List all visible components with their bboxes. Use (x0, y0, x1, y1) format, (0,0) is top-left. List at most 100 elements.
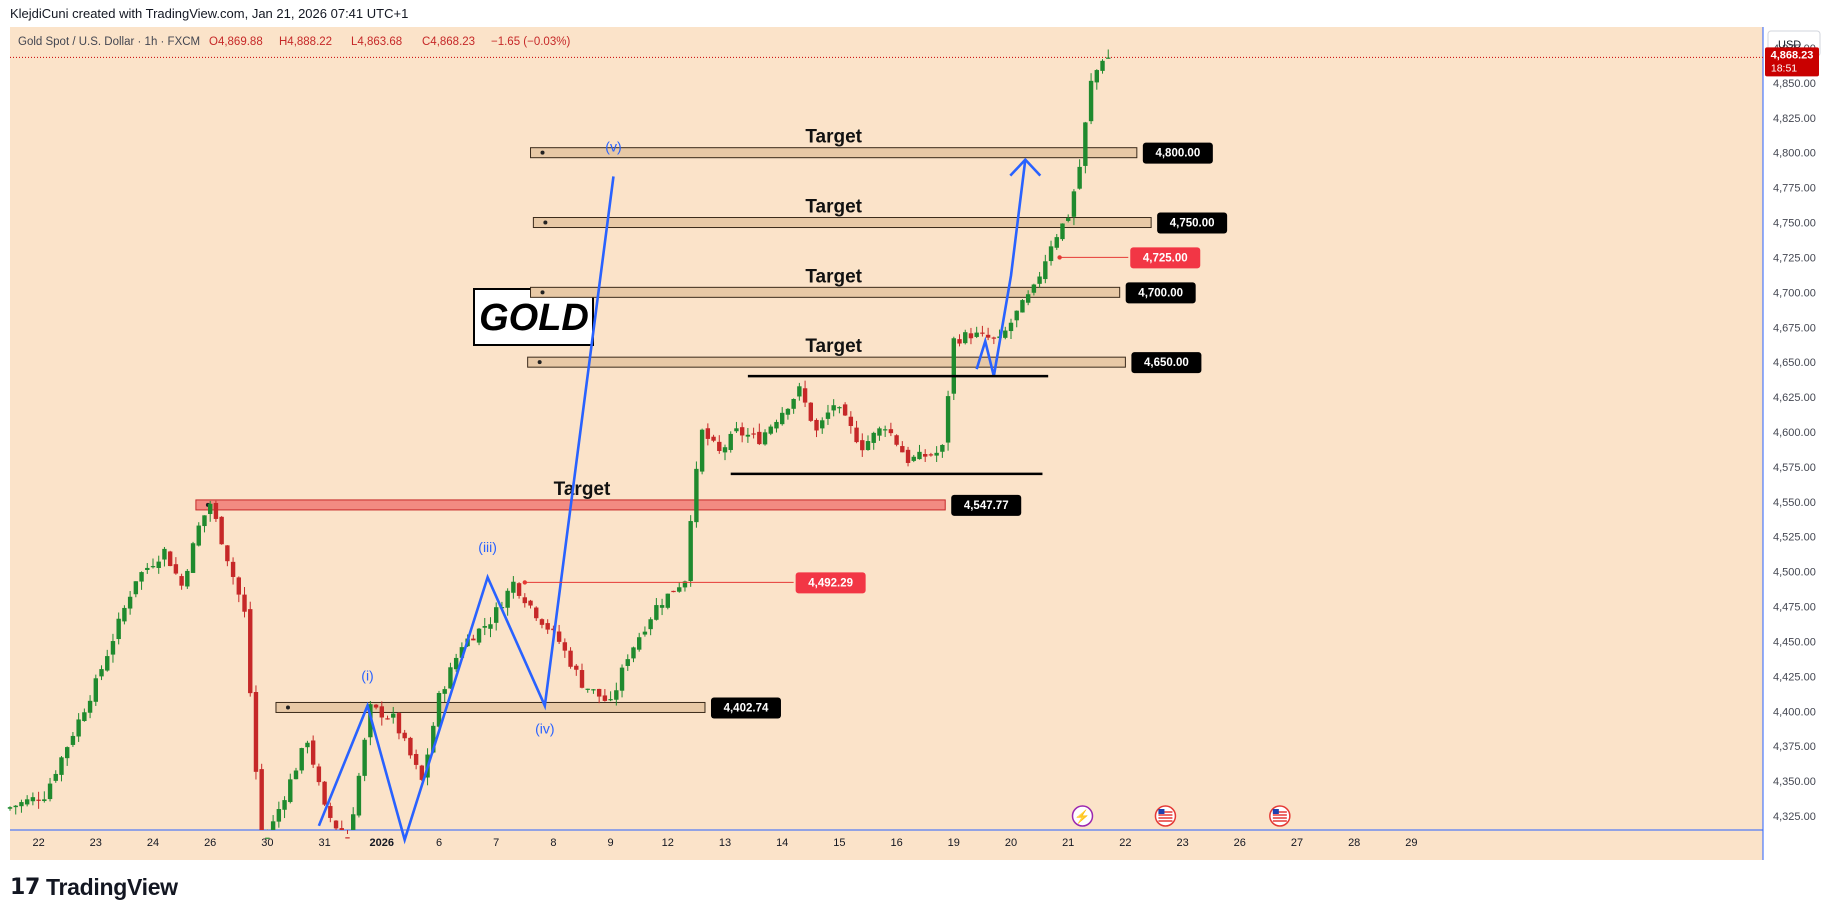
price-tick: 4,575.00 (1773, 462, 1816, 474)
candle-body (65, 747, 70, 759)
candle-body (1003, 330, 1008, 338)
legend-high: H4,888.22 (279, 36, 332, 48)
price-tick: 4,325.00 (1773, 811, 1816, 823)
candle-body (528, 600, 533, 606)
candle-body (436, 692, 442, 727)
candle-body (59, 757, 64, 775)
candle-body (87, 700, 93, 713)
price-tick: 4,700.00 (1773, 287, 1816, 299)
time-tick: 8 (550, 837, 556, 849)
candle-body (888, 429, 894, 434)
candle-body (808, 402, 813, 421)
candle-body (923, 454, 928, 457)
candle-body (762, 432, 768, 445)
candle-body (379, 706, 384, 718)
time-tick: 16 (890, 837, 902, 849)
price-tick: 4,825.00 (1773, 113, 1816, 125)
time-tick: 23 (1176, 837, 1188, 849)
candle-body (642, 631, 648, 635)
candle-body (579, 670, 585, 688)
candle-body (516, 583, 522, 596)
plot-area (10, 27, 1763, 860)
price-tick: 4,425.00 (1773, 671, 1816, 683)
candle-body (682, 581, 688, 588)
candle-body (225, 545, 230, 562)
candle-body (110, 641, 116, 655)
candle-body (36, 799, 41, 801)
candle-body (150, 566, 156, 568)
candle-body (957, 339, 962, 344)
candle-body (774, 421, 779, 429)
zone-price-tag-text: 4,750.00 (1170, 218, 1215, 230)
time-tick: 29 (1405, 837, 1417, 849)
legend-symbol: Gold Spot / U.S. Dollar · 1h · FXCM (18, 36, 200, 48)
wave-label: (iv) (535, 721, 554, 737)
gold-title-text: GOLD (479, 297, 589, 339)
time-tick: 27 (1291, 837, 1303, 849)
zone-price-tag-text: 4,800.00 (1155, 148, 1200, 160)
candle-body (551, 628, 556, 631)
candle-body (76, 719, 81, 737)
level-price-tag-text: 4,725.00 (1143, 252, 1188, 264)
candle-body (1094, 70, 1099, 83)
zone-price-tag-box (1157, 212, 1228, 234)
time-tick: 26 (1234, 837, 1246, 849)
candle-body (574, 665, 579, 670)
candle-body (585, 688, 590, 690)
candle-body (459, 647, 465, 658)
candle-body (665, 593, 670, 608)
last-price-value: 4,868.23 (1771, 49, 1814, 61)
candle-body (734, 428, 739, 432)
tradingview-mark-icon: 17 (10, 875, 41, 900)
candle-body (505, 590, 510, 608)
candle-body (253, 692, 259, 772)
candle-body (625, 659, 630, 666)
candle-body (905, 449, 911, 463)
candle-body (688, 521, 693, 582)
zone-label-target: Target (805, 336, 862, 357)
candle-body (373, 704, 379, 708)
tradingview-logo[interactable]: 17 TradingView (10, 874, 178, 901)
time-tick: 22 (1119, 837, 1131, 849)
candle-body (448, 667, 453, 689)
candle-body (7, 807, 13, 809)
candle-body (1025, 294, 1031, 303)
candle-body (1066, 218, 1071, 221)
candle-body (602, 695, 608, 701)
candle-body (608, 699, 613, 701)
bar-countdown: 18:51 (1771, 62, 1797, 74)
candle-body (780, 412, 785, 425)
price-axis: 4,325.00 4,350.00 4,375.00 4,400.00 4,425.00… (1773, 43, 1816, 823)
time-tick: 26 (204, 837, 216, 849)
candle-body (259, 769, 264, 830)
candle-body (282, 800, 287, 810)
target-zone-0 (530, 147, 1138, 159)
candle-body (900, 446, 905, 453)
candle-body (362, 739, 367, 776)
zone-label-target: Target (805, 127, 862, 148)
price-tick: 4,775.00 (1773, 183, 1816, 195)
annotations: (i) (iii) (iv) (v) 4,725.00 4,492.29 ⚡ (317, 138, 1291, 845)
candle-body (814, 419, 819, 431)
candlesticks (7, 49, 1111, 839)
time-tick: 19 (948, 837, 960, 849)
candle-body (396, 713, 402, 734)
candle-body (539, 619, 545, 625)
candle-body (968, 333, 974, 339)
level-price-tag-box (1130, 247, 1201, 269)
candle-body (882, 429, 888, 431)
zone-price-tag-text: 4,700.00 (1138, 287, 1183, 299)
zone-price-tag-box (1131, 352, 1202, 374)
candle-body (162, 548, 167, 560)
candle-body (93, 678, 98, 702)
price-tick: 4,750.00 (1773, 218, 1816, 230)
time-tick: 23 (90, 837, 102, 849)
candle-body (288, 779, 293, 803)
candle-body (208, 503, 213, 514)
time-axis: 22 23 24 26 30 31 2026 6 7 8 9 12 13 14 15 16 19 20 21 22 23… (32, 837, 1417, 849)
price-tick: 4,400.00 (1773, 706, 1816, 718)
price-tick: 4,350.00 (1773, 776, 1816, 788)
candle-body (974, 332, 979, 337)
candle-body (202, 515, 207, 527)
